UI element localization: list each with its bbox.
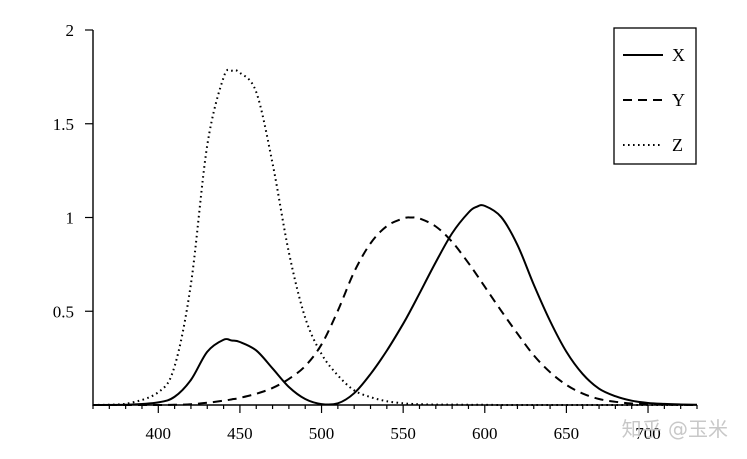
- legend-box: [613, 27, 697, 165]
- x-tick-label: 550: [390, 424, 416, 443]
- x-tick-label: 650: [554, 424, 580, 443]
- ticks: 400 450 500 550 600 650 700 0.5 1 1.5 2: [53, 21, 698, 443]
- legend-label-y: Y: [672, 90, 685, 110]
- series-line-z: [92, 68, 697, 406]
- series-line-y: [93, 216, 698, 406]
- legend: X Y Z: [613, 27, 697, 165]
- y-tick-label: 0.5: [53, 302, 74, 321]
- x-tick-label: 600: [472, 424, 498, 443]
- x-tick-label: 400: [146, 424, 172, 443]
- series-lines: [92, 68, 698, 406]
- y-tick-label: 2: [66, 21, 75, 40]
- axes: [92, 30, 697, 406]
- y-tick-label: 1.5: [53, 115, 74, 134]
- legend-label-x: X: [672, 45, 685, 65]
- legend-label-z: Z: [672, 135, 683, 155]
- y-tick-label: 1: [66, 209, 75, 228]
- series-line-x: [92, 204, 698, 406]
- x-tick-label: 500: [309, 424, 335, 443]
- watermark: 知乎 @玉米: [622, 417, 728, 441]
- x-tick-label: 700: [635, 424, 661, 443]
- x-tick-label: 450: [227, 424, 253, 443]
